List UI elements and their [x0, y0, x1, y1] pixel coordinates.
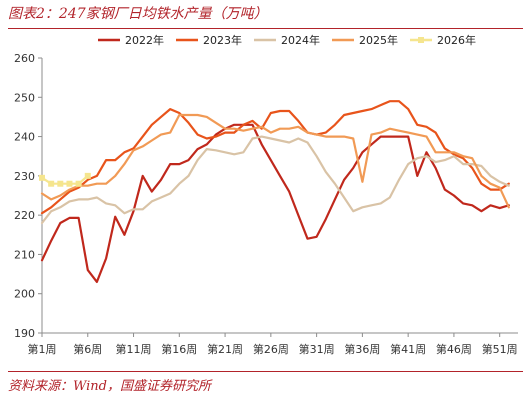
x-tick-label: 第26周	[253, 342, 289, 356]
x-tick-label: 第31周	[299, 342, 335, 356]
x-tick-label: 第16周	[161, 342, 197, 356]
data-point-2026年	[48, 180, 55, 187]
figure-source: 资料来源：Wind，国盛证券研究所	[8, 379, 211, 394]
legend-label: 2022年	[125, 33, 164, 47]
x-tick-label: 第11周	[116, 342, 152, 356]
legend-label: 2025年	[359, 33, 398, 47]
data-point-2026年	[75, 180, 82, 187]
x-tick-label: 第21周	[207, 342, 243, 356]
series-line-2023年	[40, 100, 510, 215]
legend-label: 2023年	[203, 33, 242, 47]
legend-marker	[418, 37, 424, 43]
legend-label: 2024年	[281, 33, 320, 47]
y-tick-label: 240	[14, 131, 35, 144]
y-tick-label: 250	[14, 91, 35, 104]
data-point-2026年	[66, 180, 73, 187]
data-point-2026年	[57, 180, 64, 187]
y-tick-label: 230	[14, 170, 35, 183]
x-tick-label: 第6周	[73, 342, 102, 356]
legend-item: 2026年	[410, 33, 476, 47]
chart-legend: 2022年 2023年 2024年 2025年 2026年	[98, 33, 476, 47]
series-line-2025年	[40, 113, 510, 209]
x-tick-label: 第41周	[390, 342, 426, 356]
data-point-2026年	[39, 174, 45, 181]
y-tick-label: 190	[14, 327, 35, 340]
legend-item: 2024年	[254, 33, 320, 47]
y-tick-label: 200	[14, 288, 35, 301]
source-divider	[8, 371, 523, 372]
legend-item: 2022年	[98, 33, 164, 47]
figure-title: 图表2：247家钢厂日均铁水产量（万吨）	[8, 6, 268, 22]
legend-item: 2023年	[176, 33, 242, 47]
x-tick-label: 第51周	[482, 342, 518, 356]
legend-item: 2025年	[332, 33, 398, 47]
y-tick-label: 210	[14, 248, 35, 261]
title-divider	[8, 28, 523, 29]
data-point-2026年	[84, 172, 91, 179]
chart-series-layer	[39, 100, 510, 283]
x-tick-label: 第46周	[436, 342, 472, 356]
y-tick-label: 220	[14, 209, 35, 222]
series-line-2024年	[40, 135, 510, 225]
legend-label: 2026年	[437, 33, 476, 47]
y-tick-label: 260	[14, 52, 35, 65]
x-tick-label: 第36周	[344, 342, 380, 356]
series-line-2022年	[40, 123, 510, 283]
x-tick-label: 第1周	[28, 342, 57, 356]
